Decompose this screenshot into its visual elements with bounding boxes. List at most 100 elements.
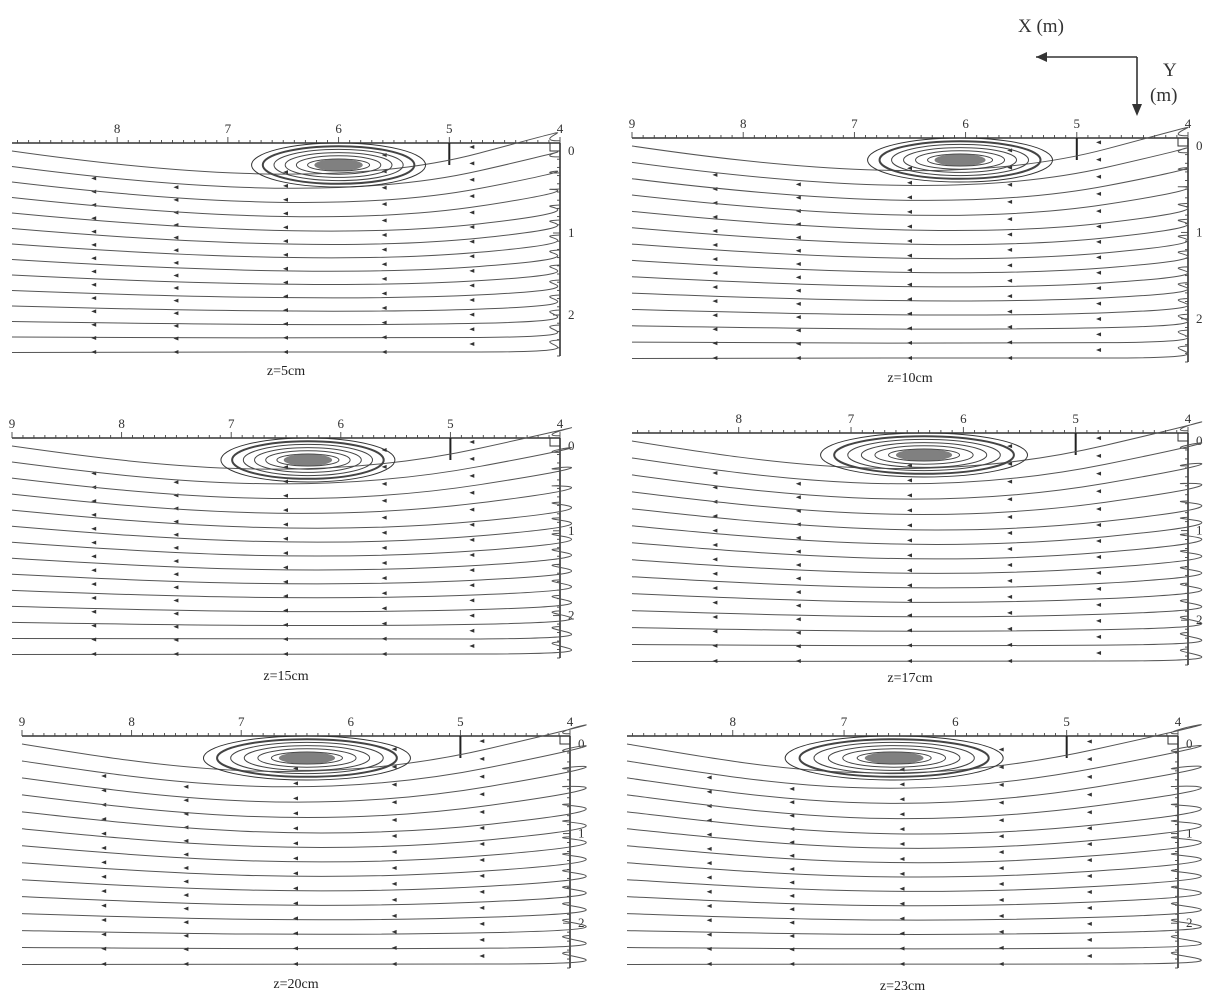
streamline [626,918,1202,935]
vortex-contour [874,445,974,465]
streamline [631,167,1189,201]
flow-arrow [283,197,288,202]
x-tick-label: 6 [348,714,355,729]
flow-arrow [391,962,397,966]
streamline [631,421,1203,470]
flow-arrow [469,327,475,332]
streamline-panel-6: 8 7 6 5 40 1 2 z=23cm [626,714,1202,993]
x-tick-label: 9 [9,416,16,431]
flow-arrow [712,571,718,576]
flow-arrow [1096,255,1102,260]
flow-arrow [173,273,179,278]
vortex-contour [820,432,1029,478]
vortex-contour [273,148,404,182]
flow-arrow [469,553,475,558]
x-tick-label: 4 [1175,714,1182,729]
x-tick-label: 7 [228,416,235,431]
flow-arrow [381,335,387,340]
flow-arrow [381,276,387,281]
vortex-contour [860,442,988,468]
y-tick-label: 2 [1196,311,1203,326]
streamline [631,282,1189,302]
flow-arrow [907,553,912,558]
flow-arrow [907,568,912,573]
flow-arrow [381,636,387,641]
x-tick-label: 4 [1185,411,1192,426]
flow-arrow [283,493,288,498]
flow-arrow [1096,522,1102,527]
flow-arrow [173,197,179,202]
flow-arrow [479,739,485,744]
flow-arrow [907,538,912,543]
flow-arrow [283,239,288,244]
flow-arrow [469,537,475,542]
flow-arrow [381,606,387,611]
flow-arrow [712,629,718,634]
y-tick-label: 1 [568,523,575,538]
flow-arrow [795,644,801,649]
flow-arrow [795,603,801,608]
flow-arrow [1096,286,1102,291]
flow-arrow [283,565,288,570]
flow-arrow [1007,479,1013,484]
streamline [631,234,1189,260]
streamline [631,442,1203,485]
streamline [11,204,561,232]
flow-arrow [1007,182,1013,187]
flow-arrow [899,901,905,906]
flow-arrow [795,262,801,267]
x-tick-label: 6 [338,416,345,431]
flow-arrow [479,954,485,958]
flow-arrow [91,554,97,559]
streamline [21,803,587,834]
flow-arrow [795,356,801,360]
flow-arrow [101,889,107,894]
vortex-contour [867,137,1054,183]
flow-arrow [1086,905,1092,910]
flow-arrow [1086,757,1092,762]
flow-arrow [712,299,718,304]
vortex-contour [202,735,411,781]
streamline [11,466,573,500]
y-axis-indicator-label-line1: Y [1163,60,1177,81]
flow-arrow [712,214,718,219]
y-tick-label: 1 [1196,224,1203,239]
flow-arrow [479,825,485,830]
flow-arrow [1086,954,1092,958]
flow-arrow [91,512,97,517]
streamline [631,266,1189,288]
flow-arrow [795,630,801,635]
panel-caption: z=23cm [880,979,925,993]
flow-arrow [469,210,475,215]
flow-arrow [899,962,905,966]
flow-arrow [712,356,718,360]
flow-arrow [283,508,288,513]
flow-arrow [899,946,905,951]
streamline [11,517,573,543]
flow-arrow [173,311,179,316]
streamline [11,548,573,571]
flow-arrow [283,608,288,613]
flow-arrow [283,335,288,340]
flow-arrow [183,920,189,925]
y-tick-label: 1 [568,225,575,240]
streamline [626,885,1202,907]
streamline [21,745,587,788]
streamline [11,151,561,189]
flow-arrow [789,934,795,939]
flow-arrow [381,464,387,469]
flow-arrow [101,874,107,879]
flow-arrow [479,774,485,779]
vortex-contour [265,450,351,470]
flow-arrow [479,810,485,815]
flow-arrow [1096,157,1102,162]
y-tick-label: 2 [578,915,585,930]
streamline [626,803,1202,835]
flow-arrow [1007,497,1013,502]
streamline [21,836,587,863]
flow-arrow [293,796,298,801]
flow-arrow [293,781,298,786]
flow-arrow [469,568,475,573]
flow-arrow [381,515,387,520]
